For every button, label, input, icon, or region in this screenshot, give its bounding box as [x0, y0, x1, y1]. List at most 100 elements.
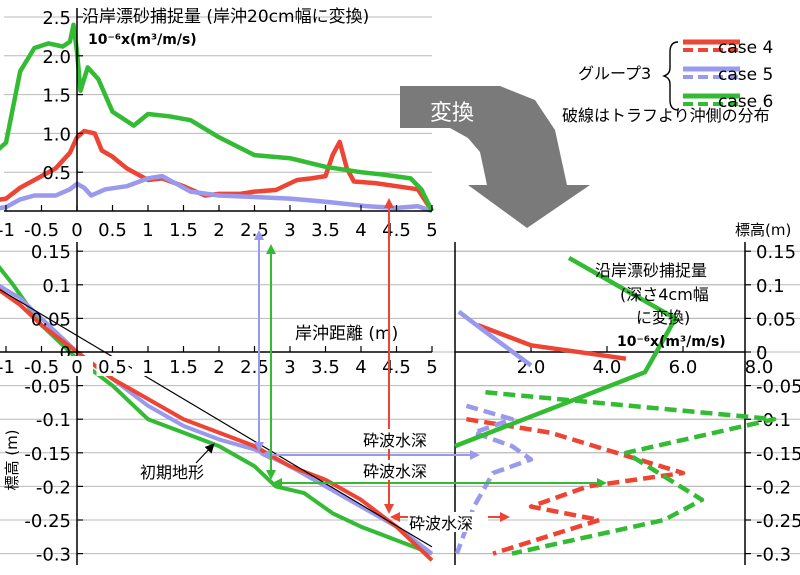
- profile-xtick-bg-5: [167, 356, 200, 376]
- profile-xtick-label-12: 5: [426, 357, 437, 378]
- profile-axis: 0.150.10.050-0.05-0.1-0.15-0.2-0.25-0.3-…: [0, 242, 448, 566]
- legend-label-1: case 5: [718, 65, 773, 85]
- profile-ytick-label-9: -0.3: [36, 545, 71, 566]
- conversion-label: 変換: [430, 101, 474, 126]
- profile-xtick-bg-0: [0, 356, 22, 376]
- profile-xtick-label-6: 2: [213, 357, 224, 378]
- profile-xtick-label-2: 0: [71, 357, 82, 378]
- top-xtick-label-12: 5: [426, 220, 437, 241]
- right-unit: 10⁻⁶x(m³/m/s): [617, 334, 726, 350]
- initial-terrain-label: 初期地形: [140, 463, 204, 482]
- profile-ytick-label-7: -0.2: [36, 477, 71, 498]
- right-dashed-case-6: [485, 390, 777, 556]
- top-ytick-label-2: 1.5: [42, 86, 71, 107]
- top-xtick-label-10: 4: [355, 220, 366, 241]
- annotations: 初期地形 砕波水深 砕波水深 砕波水深: [140, 429, 488, 533]
- profile-ytick-label-0: 0.15: [31, 242, 71, 263]
- top-xtick-label-11: 4.5: [382, 220, 411, 241]
- profile-xtick-label-4: 1: [142, 357, 153, 378]
- top-ytick-label-4: 2.5: [42, 8, 71, 29]
- top-chart-unit: 10⁻⁶x(m³/m/s): [88, 32, 197, 48]
- breaking-depth-label-1: 砕波水深: [363, 431, 427, 450]
- label-bg-3: [408, 512, 488, 532]
- top-xtick-label-5: 1.5: [169, 220, 198, 241]
- top-xtick-label-0: -1: [0, 220, 15, 241]
- profile-xtick-bg-9: [309, 356, 342, 376]
- profile-ytick-label-4: -0.05: [24, 377, 71, 398]
- right-ytick-label-8: -0.25: [756, 511, 800, 532]
- right-solid-case-4: [477, 322, 627, 361]
- profile-xtick-bg-8: [274, 356, 306, 376]
- right-xtick-label-3: 8.0: [745, 357, 774, 378]
- profile-xtick-bg-12: [416, 356, 448, 376]
- top-series-case-5: [0, 173, 433, 214]
- profile-xtick-label-8: 3: [284, 357, 295, 378]
- profile-ytick-label-2: 0.05: [31, 309, 71, 330]
- label-bg-2: [362, 460, 442, 480]
- right-ytick-label-6: -0.15: [756, 444, 800, 465]
- profile-series-lines: [0, 265, 434, 562]
- right-solid-case-5: [457, 309, 533, 368]
- right-title-line-3: に変換): [636, 308, 690, 327]
- legend: グループ3 case 4 case 5 case 6 破線はトラフより沖側の分布: [562, 38, 773, 125]
- legend-label-2: case 6: [718, 92, 773, 112]
- profile-xtick-label-10: 4: [355, 357, 366, 378]
- right-ytick-label-7: -0.2: [756, 477, 791, 498]
- right-series-lines: [454, 255, 777, 556]
- top-xtick-label-9: 3.5: [311, 220, 340, 241]
- top-xtick-label-2: 0: [71, 220, 82, 241]
- right-title-line-2: (深さ4cm幅: [620, 285, 709, 304]
- right-ylabel-top: 標高(m): [735, 221, 791, 239]
- top-ytick-label-1: 1.0: [42, 124, 71, 145]
- top-ytick-label-0: 0.5: [42, 163, 71, 184]
- right-xtick-label-2: 6.0: [669, 357, 698, 378]
- profile-ylabel: 標高 (m): [3, 429, 21, 490]
- profile-xtick-label-3: 0.5: [98, 357, 127, 378]
- profile-xtick-label-11: 4.5: [382, 357, 411, 378]
- profile-xtick-bg-10: [345, 356, 377, 376]
- right-title-line-1: 沿岸漂砂捕捉量: [595, 261, 707, 280]
- breaking-depth-label-3: 砕波水深: [409, 514, 473, 533]
- top-xtick-label-6: 2: [213, 220, 224, 241]
- conversion-arrow-shape: [400, 86, 590, 228]
- profile-xtick-bg-6: [203, 356, 235, 376]
- top-xtick-label-3: 0.5: [98, 220, 127, 241]
- profile-xtick-bg-1: [25, 356, 58, 376]
- conversion-arrow: 変換: [400, 86, 590, 228]
- top-xtick-label-7: 2.5: [240, 220, 269, 241]
- profile-series-case-4: [0, 288, 434, 562]
- right-ytick-label-1: 0.1: [756, 276, 785, 297]
- legend-brace: [661, 41, 679, 111]
- right-ytick-label-2: 0.05: [756, 309, 796, 330]
- label-bg-1: [362, 429, 442, 449]
- profile-ytick-label-8: -0.25: [24, 511, 71, 532]
- profile-ytick-label-3: 0: [60, 343, 71, 364]
- profile-xtick-bg-4: [132, 356, 164, 376]
- top-xtick-label-4: 1: [142, 220, 153, 241]
- top-axis: 0.5 1.0 1.5 2.0 2.5 -1 -0.5 0 0.5 1 1.5 2 2.5 3 3.5 4 4.…: [0, 8, 438, 241]
- profile-xtick-label-5: 1.5: [169, 357, 198, 378]
- right-xtick-label-1: 4.0: [593, 357, 622, 378]
- profile-xlabel: 岸沖距離 (m): [295, 324, 398, 344]
- legend-label-0: case 4: [718, 38, 773, 58]
- profile-ytick-label-5: -0.1: [36, 410, 71, 431]
- profile-xtick-label-9: 3.5: [311, 357, 340, 378]
- legend-note: 破線はトラフより沖側の分布: [562, 106, 770, 125]
- top-xtick-label-8: 3: [284, 220, 295, 241]
- profile-xtick-label-1: -0.5: [24, 357, 59, 378]
- right-chart: 0.150.10.050-0.05-0.1-0.15-0.2-0.25-0.32…: [454, 221, 800, 566]
- profile-ytick-label-1: 0.1: [42, 276, 71, 297]
- top-ytick-label-3: 2.0: [42, 47, 71, 68]
- top-chart-title: 沿岸漂砂捕捉量 (岸沖20cm幅に変換): [82, 7, 369, 27]
- initial-terrain-pointer: [195, 443, 215, 464]
- right-ytick-label-9: -0.3: [756, 545, 791, 566]
- profile-xtick-bg-3: [96, 356, 129, 376]
- right-ytick-label-4: -0.05: [756, 377, 800, 398]
- profile-ytick-label-6: -0.15: [24, 444, 71, 465]
- profile-series-case-5: [0, 283, 434, 556]
- legend-group-label: グループ3: [578, 64, 651, 83]
- profile-xtick-label-0: -1: [0, 357, 15, 378]
- top-chart: 0.5 1.0 1.5 2.0 2.5 -1 -0.5 0 0.5 1 1.5 2 2.5 3 3.5 4 4.…: [0, 7, 438, 241]
- breaking-depth-label-2: 砕波水深: [363, 462, 427, 481]
